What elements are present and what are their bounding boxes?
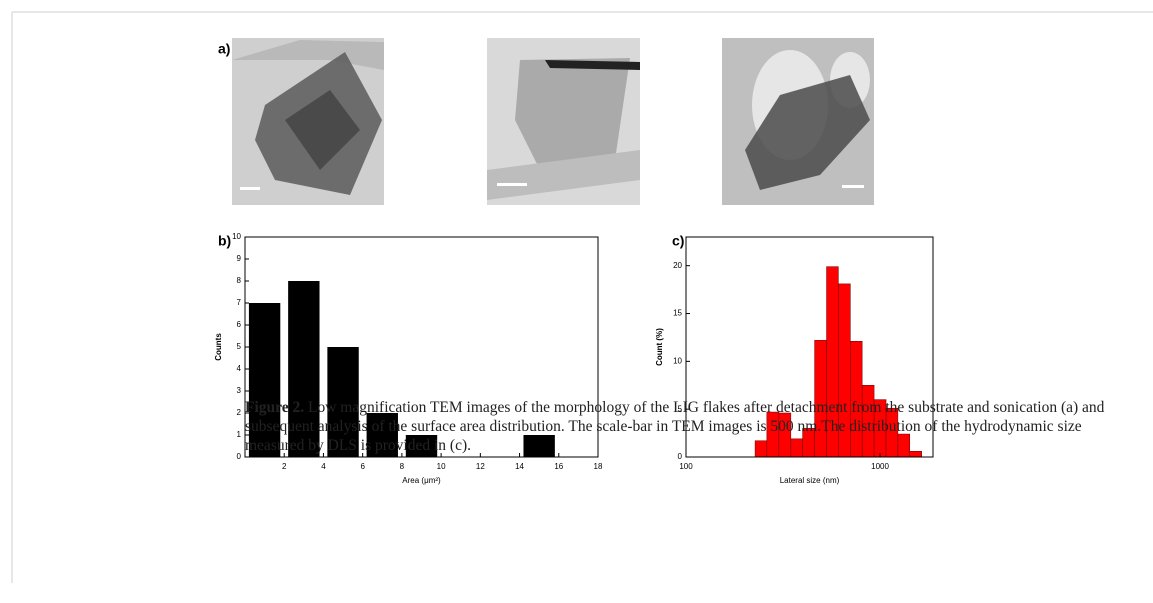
y-tick-label: 5 bbox=[237, 342, 242, 351]
x-tick-label: 6 bbox=[360, 462, 365, 471]
tem-image bbox=[487, 38, 640, 205]
x-tick-label: 4 bbox=[321, 462, 326, 471]
panel-label: a) bbox=[218, 41, 230, 57]
y-tick-label: 15 bbox=[673, 309, 682, 318]
caption-text: Low magnification TEM images of the morp… bbox=[245, 399, 1105, 454]
x-tick-label: 8 bbox=[400, 462, 405, 471]
x-tick-label: 1000 bbox=[871, 462, 889, 471]
y-tick-label: 10 bbox=[673, 356, 682, 365]
bar bbox=[523, 435, 555, 457]
x-tick-label: 100 bbox=[679, 462, 693, 471]
bar bbox=[288, 281, 320, 457]
bar bbox=[327, 347, 359, 457]
y-tick-label: 9 bbox=[237, 254, 242, 263]
x-tick-label: 18 bbox=[594, 462, 603, 471]
y-tick-label: 10 bbox=[232, 232, 241, 241]
x-tick-label: 14 bbox=[515, 462, 524, 471]
y-tick-label: 3 bbox=[237, 386, 242, 395]
y-axis-label: Counts bbox=[214, 333, 223, 361]
x-tick-label: 12 bbox=[476, 462, 485, 471]
y-tick-label: 5 bbox=[678, 404, 683, 413]
y-tick-label: 0 bbox=[237, 452, 242, 461]
x-tick-label: 10 bbox=[437, 462, 446, 471]
bar bbox=[405, 435, 438, 457]
x-axis-label: Lateral size (nm) bbox=[780, 476, 840, 485]
bar bbox=[366, 413, 398, 457]
bar bbox=[248, 303, 281, 457]
plot-frame bbox=[685, 236, 934, 458]
y-tick-label: 4 bbox=[237, 364, 242, 373]
x-tick-label: 16 bbox=[554, 462, 563, 471]
y-tick-label: 20 bbox=[673, 261, 682, 270]
tem-image bbox=[722, 38, 874, 205]
y-axis-label: Count (%) bbox=[655, 328, 664, 366]
x-tick-label: 2 bbox=[282, 462, 287, 471]
y-tick-label: 8 bbox=[237, 276, 242, 285]
x-axis-label: Area (μm²) bbox=[402, 476, 441, 485]
tem-image bbox=[232, 38, 384, 205]
y-tick-label: 6 bbox=[237, 320, 242, 329]
y-tick-label: 2 bbox=[237, 408, 242, 417]
panel-label: c) bbox=[672, 233, 684, 249]
caption-label: Figure 2. bbox=[245, 399, 305, 416]
y-tick-label: 7 bbox=[237, 298, 242, 307]
y-tick-label: 0 bbox=[678, 452, 683, 461]
y-tick-label: 1 bbox=[237, 430, 242, 439]
panel-label: b) bbox=[218, 233, 231, 249]
caption: Figure 2. Low magnification TEM images o… bbox=[245, 398, 1140, 455]
